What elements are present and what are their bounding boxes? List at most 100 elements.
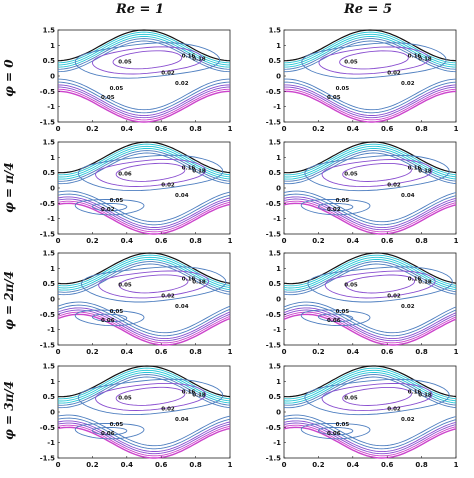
y-tick-label: 0 [276,185,281,193]
upper-streamline [283,145,457,178]
y-tick-label: -1 [47,439,55,447]
contour-label: 0.02 [387,407,401,413]
contour-label: 0.05 [110,422,124,428]
x-tick-label: 0.8 [415,237,428,245]
x-tick-label: 0.2 [312,348,325,356]
vortex-contour [118,274,189,294]
contour-label: 0.02 [401,81,415,87]
column-header-re1: Re = 1 [115,2,165,17]
x-tick-label: 0.6 [381,461,394,469]
contour-label: 0.05 [118,283,132,289]
y-tick-label: -1.5 [266,342,281,350]
x-tick-label: 0.6 [381,237,394,245]
vortex-contour [345,274,415,294]
x-tick-label: 0.4 [121,461,134,469]
x-tick-label: 0.8 [189,237,202,245]
contour-label: 0.02 [161,71,175,77]
lower-streamline [283,81,457,114]
vortex-contour [339,50,409,70]
contour-label: 0.05 [344,60,358,66]
x-tick-label: 1 [228,348,233,356]
y-tick-label: 1.5 [43,27,56,35]
contour-label: 0.18 [418,169,432,175]
y-tick-label: 0.5 [269,169,282,177]
contour-label: 0.16 [408,390,422,396]
x-tick-label: 1 [454,237,459,245]
y-tick-label: -0.5 [40,88,55,96]
y-tick-label: 1.5 [43,363,56,371]
y-tick-label: 1 [50,265,55,273]
contour-label: 0.18 [418,393,432,399]
y-tick-label: -0.5 [266,200,281,208]
x-tick-label: 1 [454,125,459,133]
x-tick-label: 1 [228,237,233,245]
contour-label: 0.02 [401,417,415,423]
lower-streamline [284,78,457,111]
contour-label: 0.16 [182,54,196,60]
x-tick-label: 0.8 [415,348,428,356]
upper-streamline [283,150,457,182]
row-header-phi-2pi4: φ = 2π/4 [2,270,16,330]
vortex-contour [342,162,412,182]
y-tick-label: -0.5 [40,424,55,432]
row-header-phi-3pi4: φ = 3π/4 [2,380,16,440]
plot-frame [57,141,231,235]
upper-streamline [57,258,231,291]
vortex-contour [74,309,145,327]
row-header-phi-pi4: φ = π/4 [2,162,16,214]
vortex-contour [77,378,224,416]
x-tick-label: 0.6 [155,125,168,133]
upper-streamline [57,152,231,185]
vortex-contour [304,154,450,192]
contour-label: 0.05 [118,60,132,66]
y-tick-label: 1 [276,154,281,162]
y-tick-label: 0.5 [43,393,56,401]
plot-frame [57,29,231,123]
contour-label: 0.02 [387,71,401,77]
x-tick-label: 0.8 [189,348,202,356]
vortex-contour [74,423,145,440]
contour-label: 0.05 [110,86,124,92]
x-tick-label: 0.6 [155,461,168,469]
contour-label: 0.02 [387,183,401,189]
upper-streamline [283,29,457,62]
contour-label: 0.05 [101,95,115,101]
lower-streamline [283,200,457,233]
y-tick-label: 0.5 [43,169,56,177]
vortex-contour [301,42,447,79]
vortex-contour [95,382,207,411]
upper-streamline [57,31,231,64]
upper-streamline [57,147,231,180]
x-tick-label: 0 [282,348,287,356]
x-tick-label: 0.4 [347,237,360,245]
lower-streamline [283,313,457,346]
contour-label: 0.02 [387,294,401,300]
lower-streamline [57,417,231,450]
contour-panel-re5-row1: 0.05 0.02 0.05 0.05 0.160.18 0.02 0 0.2 0.4 0.6 0.… [266,27,459,134]
vortex-contour [317,203,354,212]
lower-streamline [283,190,457,223]
contour-label: 0.04 [175,304,189,310]
y-tick-label: -1.5 [266,231,281,239]
upper-streamline [57,256,231,289]
contour-label: 0.05 [336,86,350,92]
y-tick-label: -1 [273,215,281,223]
lower-streamline [283,414,457,447]
upper-streamline [57,252,231,285]
contour-label: 0.18 [192,57,206,63]
y-tick-label: -1.5 [40,231,55,239]
vortex-contour [342,386,412,406]
contour-label: 0.06 [101,318,115,324]
y-tick-label: 0.5 [269,280,282,288]
contour-label: 0.02 [327,207,341,213]
x-tick-label: 0 [56,461,61,469]
x-tick-label: 0.8 [189,461,202,469]
contour-label: 0.06 [327,431,341,437]
contour-label: 0.05 [336,198,350,204]
lower-streamline [57,84,231,117]
contour-label: 0.02 [175,81,189,87]
lower-streamline [283,426,457,459]
plot-frame [283,365,457,459]
upper-streamline [57,261,231,293]
vortex-contour [324,270,436,299]
